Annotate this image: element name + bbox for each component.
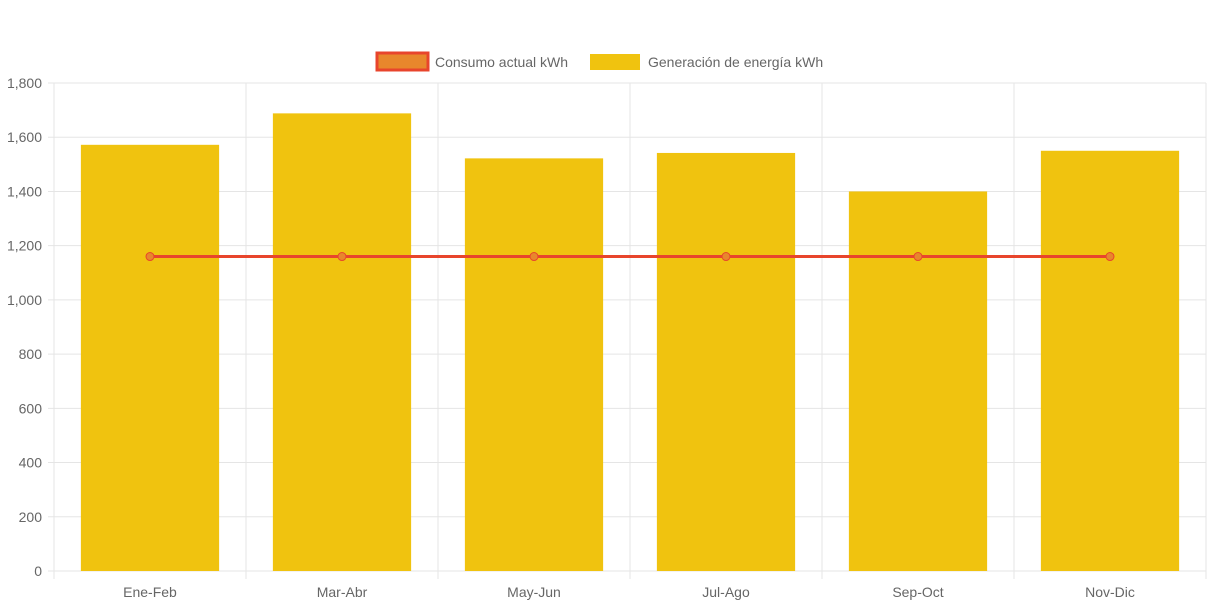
legend-label-generacion: Generación de energía kWh xyxy=(648,54,823,70)
x-tick-label: Sep-Oct xyxy=(892,584,943,600)
point-consumo[interactable] xyxy=(1105,252,1115,262)
y-axis: 0 200 400 600 800 1,000 1,200 1,400 1,600 1,800 xyxy=(7,75,42,579)
y-tick-label: 200 xyxy=(19,509,43,525)
y-tick-label: 600 xyxy=(19,400,43,416)
bar-generacion[interactable] xyxy=(1040,150,1180,571)
legend-swatch-consumo xyxy=(375,51,430,72)
bar-generacion[interactable] xyxy=(464,158,604,571)
legend: Consumo actual kWh Generación de energía… xyxy=(375,51,823,72)
point-consumo[interactable] xyxy=(337,252,347,262)
y-tick-label: 1,800 xyxy=(7,75,42,91)
x-tick-label: May-Jun xyxy=(507,584,561,600)
legend-label-consumo: Consumo actual kWh xyxy=(435,54,568,70)
point-consumo[interactable] xyxy=(529,252,539,262)
bar-generacion[interactable] xyxy=(272,113,412,571)
point-consumo[interactable] xyxy=(721,252,731,262)
x-axis: Ene-Feb Mar-Abr May-Jun Jul-Ago Sep-Oct Nov-D… xyxy=(123,584,1135,600)
legend-swatch-generacion xyxy=(590,54,640,70)
y-tick-label: 1,600 xyxy=(7,129,42,145)
y-tick-label: 1,400 xyxy=(7,183,42,199)
bar-generacion[interactable] xyxy=(656,152,796,572)
bar-generacion[interactable] xyxy=(848,191,988,571)
point-consumo[interactable] xyxy=(145,252,155,262)
grid xyxy=(48,82,1207,579)
y-tick-label: 0 xyxy=(34,563,42,579)
x-tick-label: Mar-Abr xyxy=(317,584,368,600)
y-tick-label: 1,000 xyxy=(7,292,42,308)
point-consumo[interactable] xyxy=(913,252,923,262)
y-tick-label: 1,200 xyxy=(7,238,42,254)
y-tick-label: 800 xyxy=(19,346,43,362)
x-tick-label: Nov-Dic xyxy=(1085,584,1135,600)
x-tick-label: Ene-Feb xyxy=(123,584,177,600)
x-tick-label: Jul-Ago xyxy=(702,584,750,600)
bar-generacion[interactable] xyxy=(80,144,220,571)
legend-item-consumo[interactable]: Consumo actual kWh xyxy=(375,51,568,72)
legend-item-generacion[interactable]: Generación de energía kWh xyxy=(590,54,823,70)
line-layer xyxy=(145,252,1115,262)
y-tick-label: 400 xyxy=(19,455,43,471)
